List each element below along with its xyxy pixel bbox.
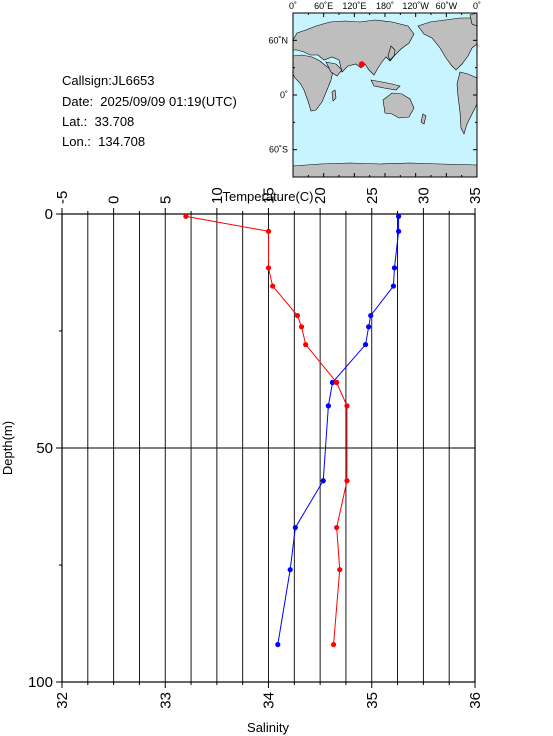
salinity-point-0 xyxy=(183,213,189,219)
salinity-point-4 xyxy=(294,312,301,319)
salinity-axis-title: Salinity xyxy=(247,720,289,735)
depth-tick-label: 100 xyxy=(28,674,53,691)
station-marker xyxy=(358,61,365,68)
depth-tick-label: 0 xyxy=(45,206,53,223)
callsign-text: Callsign:JL6653 xyxy=(62,73,155,88)
salinity-point-11 xyxy=(337,567,343,573)
salinity-point-6 xyxy=(303,341,309,348)
map-lon-label: 0˚ xyxy=(289,1,297,11)
depth-ticks: 0 50 100 xyxy=(28,206,62,691)
temp-tick-label: 25 xyxy=(364,187,381,204)
land-japan xyxy=(387,45,396,61)
map-lon-label: 60˚W xyxy=(436,1,458,11)
temp-tick-label: 30 xyxy=(415,187,432,204)
station-dot xyxy=(358,61,365,68)
sal-tick-label: 36 xyxy=(467,692,484,709)
temp-tick-label: 0 xyxy=(106,196,123,204)
salinity-point-5 xyxy=(298,324,305,330)
temperature-axis-title: Temperature(C) xyxy=(222,189,313,204)
temperature-point-1 xyxy=(395,228,402,234)
land-south-america xyxy=(456,71,478,135)
map-lon-label: 60˚E xyxy=(314,1,333,11)
map-land xyxy=(292,12,478,178)
map-lon-label: 0˚ xyxy=(473,1,481,11)
land-africa xyxy=(292,54,334,112)
temperature-line xyxy=(277,216,400,645)
map-lat-labels: 60˚N 0˚ 60˚S xyxy=(268,35,288,154)
temp-tick-label: 5 xyxy=(157,196,174,204)
salinity-point-10 xyxy=(334,524,340,531)
sal-tick-label: 35 xyxy=(364,692,381,709)
land-arabia xyxy=(325,61,343,77)
temperature-point-12 xyxy=(275,641,281,648)
salinity-point-3 xyxy=(270,283,276,289)
depth-axis-title: Depth(m) xyxy=(0,421,15,475)
map-lat-label: 60˚N xyxy=(268,35,288,45)
salinity-point-9 xyxy=(344,478,350,484)
map-lat-label: 0˚ xyxy=(280,90,288,100)
map-lon-label: 120˚W xyxy=(402,1,429,11)
temperature-point-9 xyxy=(320,478,326,484)
land-north-america xyxy=(417,17,478,71)
temp-tick-label: 10 xyxy=(209,187,226,204)
land-new-zealand xyxy=(420,113,427,125)
temperature-point-0 xyxy=(395,213,402,219)
temp-tick-label: 20 xyxy=(312,187,329,204)
temp-tick-label: 35 xyxy=(467,187,484,204)
salinity-point-7 xyxy=(334,379,340,386)
map-lon-label: 120˚E xyxy=(342,1,366,11)
temperature-point-6 xyxy=(362,341,369,348)
salinity-point-1 xyxy=(265,228,272,234)
sal-tick-label: 34 xyxy=(261,692,278,709)
salinity-line xyxy=(185,215,348,645)
salinity-point-12 xyxy=(330,641,337,648)
temperature-point-3 xyxy=(390,283,397,289)
map-ticks xyxy=(292,12,478,178)
map-lon-labels: 0˚ 60˚E 120˚E 180˚ 120˚W 60˚W 0˚ xyxy=(289,1,481,11)
land-eurasia xyxy=(292,19,415,76)
date-text: Date: 2025/09/09 01:19(UTC) xyxy=(62,94,237,109)
depth-tick-label: 50 xyxy=(36,440,53,457)
world-map: 0˚ 60˚E 120˚E 180˚ 120˚W 60˚W 0˚ 60˚N 0˚ 60˚S xyxy=(268,1,481,178)
sal-tick-label: 32 xyxy=(54,692,71,709)
land-australia xyxy=(382,92,415,119)
map-lon-label: 180˚ xyxy=(376,1,394,11)
temperature-point-11 xyxy=(287,567,293,573)
longitude-text: Lon.: 134.708 xyxy=(62,134,146,149)
temp-tick-label: -5 xyxy=(54,191,71,204)
salinity-ticks: 32 33 34 35 36 xyxy=(54,682,484,709)
temperature-ticks: -5 0 5 10 15 20 25 30 35 xyxy=(54,187,484,214)
temperature-point-8 xyxy=(325,403,331,409)
series-layer xyxy=(183,213,402,648)
map-lat-label: 60˚S xyxy=(269,145,288,155)
sal-tick-label: 33 xyxy=(157,692,174,709)
temperature-point-10 xyxy=(292,524,298,531)
latitude-text: Lat.: 33.708 xyxy=(62,114,135,129)
land-indonesia xyxy=(370,79,401,91)
land-madagascar xyxy=(331,89,337,102)
temperature-point-4 xyxy=(368,312,374,319)
temp-tick-label: 15 xyxy=(261,187,278,204)
salinity-point-2 xyxy=(265,265,272,271)
temperature-point-7 xyxy=(329,379,336,386)
temperature-point-5 xyxy=(366,324,372,330)
salinity-point-8 xyxy=(344,403,350,409)
temperature-point-2 xyxy=(391,265,398,271)
